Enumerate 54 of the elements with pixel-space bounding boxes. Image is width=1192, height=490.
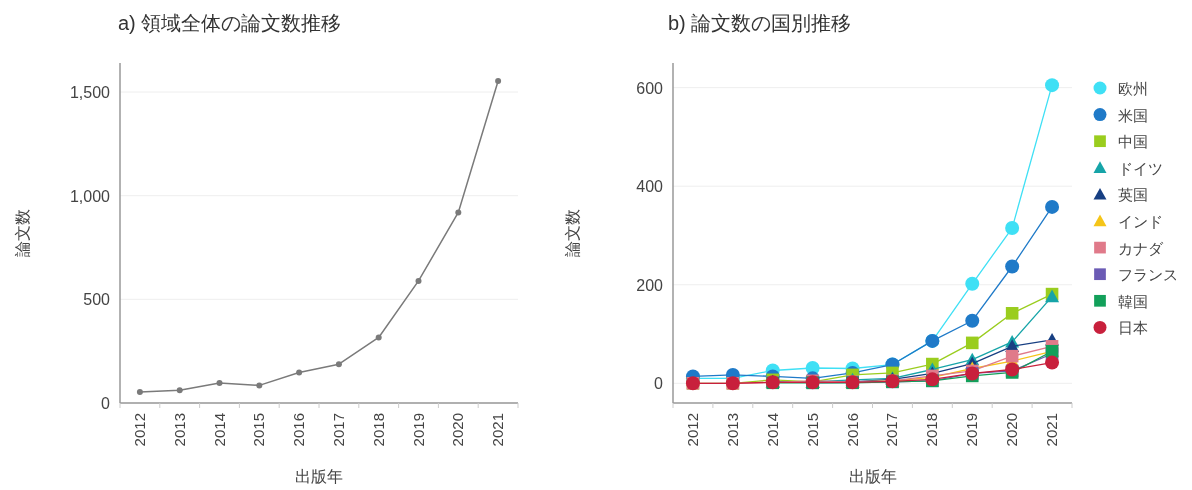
point — [216, 379, 223, 386]
x-tick-label: 2015 — [803, 413, 821, 447]
x-tick-label: 2019 — [963, 413, 981, 447]
point — [176, 387, 183, 394]
legend-label: カナダ — [1118, 239, 1164, 257]
x-tick-label: 2012 — [130, 413, 148, 447]
x-tick-label: 2012 — [683, 413, 701, 447]
x-tick-label: 2019 — [409, 413, 427, 447]
point — [375, 334, 382, 341]
y-tick-label: 500 — [83, 291, 111, 309]
legend-label: 欧州 — [1118, 80, 1148, 97]
point — [256, 382, 263, 389]
x-axis-title: 出版年 — [848, 468, 897, 485]
legend-label: 英国 — [1118, 186, 1148, 204]
y-tick-label: 1,500 — [69, 84, 111, 102]
point — [296, 369, 303, 376]
y-tick-label: 0 — [101, 395, 111, 412]
x-tick-label: 2020 — [1003, 413, 1021, 447]
legend-label: 日本 — [1118, 319, 1148, 337]
x-tick-label: 2015 — [250, 413, 268, 447]
y-tick-label: 1,000 — [69, 187, 111, 205]
chart-title: b) 論文数の国別推移 — [668, 12, 852, 34]
y-axis-title: 論文数 — [564, 209, 581, 257]
x-tick-label: 2017 — [883, 413, 901, 447]
x-tick-label: 2021 — [1043, 413, 1061, 447]
legend-label: 米国 — [1118, 106, 1148, 124]
x-tick-label: 2017 — [329, 413, 347, 447]
legend-label: 中国 — [1118, 133, 1148, 151]
chart-title: a) 領域全体の論文数推移 — [118, 12, 342, 34]
x-tick-label: 2016 — [290, 413, 308, 447]
point — [455, 209, 462, 216]
point — [335, 361, 342, 368]
x-tick-label: 2018 — [923, 413, 941, 447]
y-tick-label: 400 — [636, 178, 664, 196]
x-tick-label: 2014 — [763, 413, 781, 447]
y-axis-title: 論文数 — [14, 209, 31, 257]
legend-label: 韓国 — [1118, 292, 1148, 310]
point — [136, 389, 143, 396]
legend-label: インド — [1118, 213, 1163, 230]
x-tick-label: 2016 — [843, 413, 861, 447]
point — [495, 78, 502, 85]
x-tick-label: 2014 — [210, 413, 228, 447]
y-tick-label: 0 — [654, 375, 664, 393]
y-tick-label: 600 — [636, 79, 664, 97]
x-tick-label: 2018 — [369, 413, 387, 447]
legend-label: フランス — [1118, 266, 1178, 284]
x-tick-label: 2020 — [449, 413, 467, 447]
x-axis-title: 出版年 — [295, 468, 343, 485]
point — [415, 277, 422, 284]
y-tick-label: 200 — [636, 276, 664, 294]
x-tick-label: 2013 — [723, 413, 741, 447]
x-tick-label: 2021 — [489, 413, 507, 447]
legend-label: ドイツ — [1118, 159, 1163, 177]
x-tick-label: 2013 — [170, 413, 188, 447]
